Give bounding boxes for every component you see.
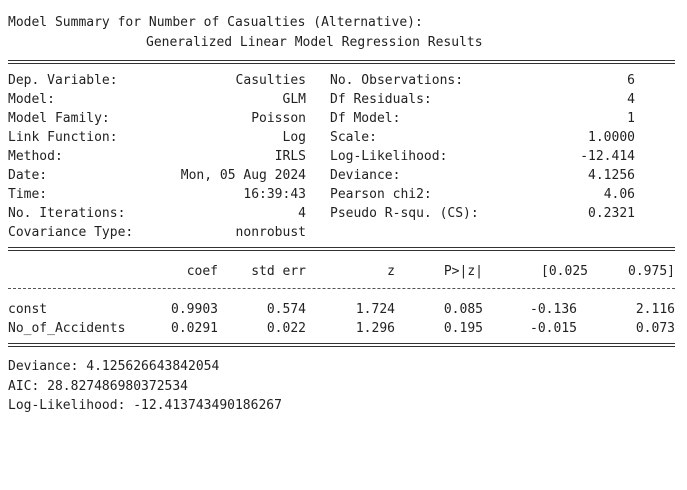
ci-lower-value: -0.136: [530, 302, 577, 317]
info-key: No. Observations:: [330, 73, 464, 88]
info-value: 4: [298, 206, 306, 221]
info-key: Model Family:: [8, 111, 110, 126]
info-key: Method:: [8, 149, 63, 164]
col-header-ci-lower: [0.025: [541, 264, 588, 279]
coef-header-row: coef std err z P>|z| [0.025 0.975]: [8, 262, 675, 281]
coef-row-const: const 0.9903 0.574 1.724 0.085 -0.136 2.…: [8, 300, 675, 319]
info-value: 4.06: [603, 187, 635, 202]
stderr-value: 0.022: [266, 321, 306, 336]
col-header-stderr: std err: [251, 264, 306, 279]
info-value: Casulties: [235, 73, 306, 88]
ci-upper-value: 0.073: [635, 321, 675, 336]
info-key: Df Residuals:: [330, 92, 432, 107]
info-key: Pseudo R-squ. (CS):: [330, 206, 479, 221]
stderr-value: 0.574: [266, 302, 306, 317]
summary-title: Model Summary for Number of Casualties (…: [8, 15, 423, 30]
summary-subtitle: Generalized Linear Model Regression Resu…: [146, 35, 483, 50]
info-value: 4: [627, 92, 635, 107]
col-header-z: z: [387, 264, 395, 279]
info-value: 1.0000: [588, 130, 635, 145]
info-value: Log: [282, 130, 306, 145]
footer-log-likelihood: Log-Likelihood: -12.413743490186267: [8, 398, 282, 413]
col-header-coef: coef: [186, 264, 218, 279]
info-value: 0.2321: [588, 206, 635, 221]
coef-row-no-of-accidents: No_of_Accidents 0.0291 0.022 1.296 0.195…: [8, 319, 675, 338]
coef-row-name: const: [8, 302, 48, 317]
footer-deviance: Deviance: 4.125626643842054: [8, 359, 220, 374]
info-key: Pearson chi2:: [330, 187, 432, 202]
info-key: No. Iterations:: [8, 206, 126, 221]
info-value: IRLS: [274, 149, 306, 164]
footer-aic: AIC: 28.827486980372534: [8, 379, 189, 394]
info-key: Covariance Type:: [8, 225, 134, 240]
dashed-rule: [8, 288, 675, 289]
ci-upper-value: 2.116: [635, 302, 675, 317]
info-value: Mon, 05 Aug 2024: [180, 168, 306, 183]
z-value: 1.724: [355, 302, 395, 317]
info-value: nonrobust: [235, 225, 306, 240]
info-key: Scale:: [330, 130, 377, 145]
col-header-pvalue: P>|z|: [443, 264, 483, 279]
info-key: Time:: [8, 187, 48, 202]
double-rule: [8, 60, 675, 64]
coef-row-name: No_of_Accidents: [8, 321, 126, 336]
info-key: Model:: [8, 92, 55, 107]
info-key: Log-Likelihood:: [330, 149, 448, 164]
info-value: -12.414: [580, 149, 635, 164]
info-key: Deviance:: [330, 168, 401, 183]
regression-output: Model Summary for Number of Casualties (…: [8, 15, 675, 413]
p-value: 0.085: [443, 302, 483, 317]
info-value: Poisson: [251, 111, 306, 126]
info-value: GLM: [282, 92, 306, 107]
p-value: 0.195: [443, 321, 483, 336]
info-key: Dep. Variable:: [8, 73, 118, 88]
ci-lower-value: -0.015: [530, 321, 577, 336]
info-value: 4.1256: [588, 168, 635, 183]
info-value: 16:39:43: [243, 187, 306, 202]
col-header-ci-upper: 0.975]: [628, 264, 675, 279]
info-key: Link Function:: [8, 130, 118, 145]
double-rule: [8, 343, 675, 347]
info-value: 6: [627, 73, 635, 88]
coef-value: 0.9903: [171, 302, 218, 317]
double-rule: [8, 247, 675, 251]
info-key: Date:: [8, 168, 48, 183]
info-value: 1: [627, 111, 635, 126]
info-key: Df Model:: [330, 111, 401, 126]
z-value: 1.296: [355, 321, 395, 336]
coef-value: 0.0291: [171, 321, 218, 336]
